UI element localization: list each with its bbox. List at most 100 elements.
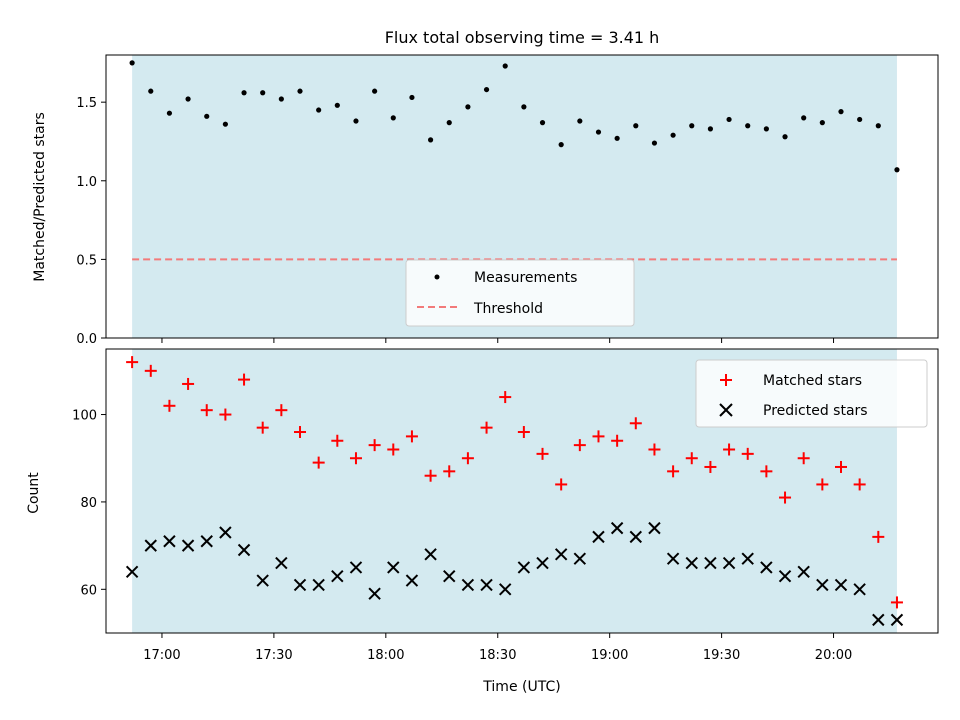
matched-star-point — [405, 430, 418, 443]
measurement-point — [204, 113, 210, 119]
bottom-y-axis-label: Count — [26, 472, 42, 514]
matched-star-point — [573, 439, 586, 452]
matched-star-point — [256, 421, 269, 434]
matched-star-point — [648, 443, 661, 456]
matched-star-point — [349, 452, 362, 465]
matched-star-point — [779, 491, 792, 504]
measurement-point — [782, 134, 788, 140]
x-tick-label: 17:00 — [143, 648, 180, 663]
matched-star-point — [611, 434, 624, 447]
measurement-point — [222, 121, 228, 127]
measurement-point — [595, 129, 602, 135]
top-y-axis-label: Matched/Predicted stars — [32, 112, 48, 282]
chart-title: Flux total observing time = 3.41 h — [385, 28, 660, 47]
matched-star-point — [294, 426, 307, 439]
matched-star-point — [219, 408, 232, 421]
measurement-point — [166, 110, 173, 116]
top-axes-frame — [105, 54, 939, 339]
bottom-axes-frame — [105, 348, 939, 634]
predicted-star-point — [387, 561, 400, 574]
matched-star-point — [890, 596, 903, 609]
measurement-point — [539, 120, 546, 126]
x-tick-label: 19:00 — [591, 648, 628, 663]
matched-star-point — [517, 426, 530, 439]
predicted-star-point — [163, 535, 176, 548]
measurement-point — [857, 116, 863, 123]
measurement-point — [372, 88, 378, 94]
measurement-point — [577, 118, 583, 124]
predicted-star-point — [443, 569, 456, 583]
matched-star-point — [275, 404, 288, 417]
top-y-ticks: 0.0 0.5 1.0 1.5 — [76, 96, 106, 347]
ratio-legend: Measurements Threshold — [405, 259, 635, 327]
predicted-star-point — [778, 569, 792, 583]
measurement-point — [427, 137, 434, 143]
matched-star-point — [126, 356, 139, 369]
y-tick-label: 0.0 — [76, 332, 97, 347]
matched-star-point — [834, 460, 847, 473]
measurement-point — [651, 140, 658, 146]
y-tick-label: 0.5 — [76, 253, 97, 268]
predicted-star-point — [461, 578, 475, 592]
predicted-star-point — [648, 521, 661, 535]
measurement-point — [483, 86, 490, 93]
predicted-star-point — [480, 578, 493, 592]
measurement-point — [297, 88, 303, 94]
measurement-point — [278, 96, 284, 102]
matched-star-point — [387, 443, 400, 456]
measurement-point — [801, 115, 807, 121]
matched-star-point — [685, 452, 698, 465]
predicted-star-point — [499, 583, 512, 596]
matched-star-point — [797, 452, 810, 465]
predicted-star-point — [853, 583, 866, 596]
measurement-point — [446, 120, 452, 126]
matched-star-point — [872, 530, 885, 543]
x-tick-label: 19:30 — [703, 648, 740, 663]
measurement-point — [502, 63, 508, 69]
matched-star-point — [741, 447, 754, 460]
predicted-star-point — [797, 565, 810, 579]
predicted-star-point — [144, 539, 157, 552]
predicted-star-point — [666, 552, 680, 565]
predicted-star-point — [536, 556, 549, 570]
count-legend: Matched stars Predicted stars — [695, 359, 928, 428]
matched-star-point — [144, 364, 157, 377]
measurement-point — [838, 109, 844, 115]
measurement-point — [185, 96, 191, 102]
count-points — [125, 356, 904, 627]
x-tick-label: 18:00 — [367, 648, 404, 663]
measurement-point — [148, 88, 154, 94]
x-tick-label: 18:30 — [479, 648, 516, 663]
predicted-star-point — [275, 556, 288, 570]
measurement-point — [763, 126, 769, 132]
predicted-star-point — [722, 556, 736, 570]
y-tick-label: 1.0 — [76, 175, 97, 190]
matched-star-point — [536, 447, 549, 460]
legend-box — [695, 359, 928, 428]
predicted-star-point — [573, 552, 587, 565]
matched-star-point — [163, 399, 176, 412]
matched-star-point — [704, 460, 717, 473]
legend-measurements-label: Measurements — [474, 270, 577, 286]
y-tick-label: 1.5 — [76, 96, 97, 111]
matched-star-point — [200, 404, 213, 417]
predicted-star-point — [200, 535, 213, 548]
matched-star-point — [667, 465, 680, 478]
measurement-point — [353, 118, 359, 124]
measurement-point — [465, 104, 471, 110]
count-panel: 60 80 100 17:00 17:30 18:00 18:30 19:00 19:30 20… — [26, 348, 939, 695]
predicted-star-point — [517, 561, 531, 574]
predicted-star-point — [592, 530, 605, 544]
predicted-star-point — [424, 548, 437, 561]
predicted-star-point — [890, 613, 904, 627]
predicted-star-point — [760, 561, 773, 574]
x-tick-label: 20:00 — [815, 648, 852, 663]
bottom-y-ticks: 60 80 100 — [72, 409, 106, 598]
measurement-point — [409, 94, 415, 101]
predicted-star-point — [629, 530, 643, 544]
ratio-panel: 0.0 0.5 1.0 1.5 Matched/Predicted stars Mea… — [32, 54, 939, 347]
matched-star-point — [499, 391, 512, 404]
measurement-point — [745, 123, 751, 129]
matched-star-point — [629, 417, 642, 430]
predicted-star-point — [704, 556, 717, 570]
